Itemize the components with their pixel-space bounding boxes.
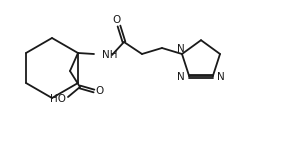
Text: N: N — [217, 72, 225, 82]
Text: N: N — [177, 44, 185, 54]
Text: O: O — [96, 86, 104, 96]
Text: N: N — [177, 72, 185, 82]
Text: NH: NH — [102, 50, 118, 60]
Text: O: O — [113, 15, 121, 25]
Text: HO: HO — [50, 94, 66, 104]
